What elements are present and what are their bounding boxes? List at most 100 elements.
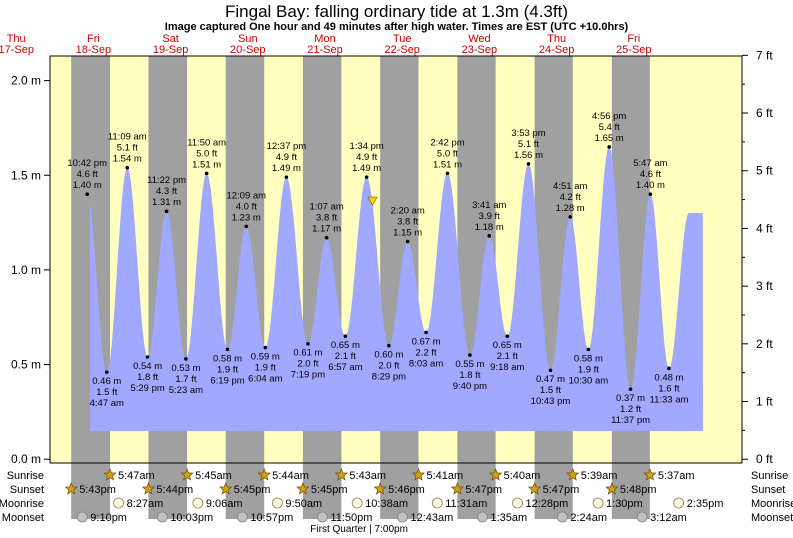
tide-height-ft: 1.7 ft bbox=[175, 374, 196, 385]
tide-fill bbox=[90, 147, 703, 431]
day-label-date: 21-Sep bbox=[307, 44, 342, 56]
y-left-tick-label: 0.0 m bbox=[11, 452, 41, 466]
sunset-time: 5:47pm bbox=[543, 484, 580, 496]
tide-height-ft: 1.2 ft bbox=[620, 404, 641, 415]
moonset-icon bbox=[317, 511, 328, 523]
tide-time: 3:53 pm bbox=[511, 128, 545, 139]
tide-height-ft: 4.0 ft bbox=[236, 201, 257, 212]
tide-time: 8:03 am bbox=[409, 358, 443, 369]
y-right-tick-label: 7 ft bbox=[756, 48, 773, 62]
tide-height-m: 0.37 m bbox=[616, 393, 645, 404]
tide-point bbox=[387, 343, 391, 348]
tide-height-ft: 1.9 ft bbox=[217, 364, 238, 375]
tide-time: 4:56 pm bbox=[592, 111, 626, 122]
tide-time: 12:37 pm bbox=[267, 141, 307, 152]
moonrise-time: 2:35pm bbox=[687, 498, 724, 510]
tide-point bbox=[225, 347, 230, 352]
tide-point bbox=[548, 368, 553, 373]
sun-star-icon bbox=[643, 468, 657, 481]
moonset-icon bbox=[237, 511, 248, 523]
astro-row-label-right: Moonrise bbox=[751, 498, 793, 510]
sun-star-icon bbox=[605, 482, 619, 495]
moonset-time: 9:10pm bbox=[90, 512, 127, 524]
sun-star-icon bbox=[334, 468, 349, 481]
day-label-date: 23-Sep bbox=[462, 44, 497, 56]
day-label-weekday: Fri bbox=[87, 33, 100, 45]
sunset-time: 5:45pm bbox=[311, 484, 348, 496]
tide-point bbox=[364, 175, 369, 179]
tide-height-m: 1.15 m bbox=[393, 228, 422, 239]
moonset-time: 10:57pm bbox=[250, 512, 293, 524]
tide-height-m: 1.40 m bbox=[636, 180, 665, 191]
sun-star-icon bbox=[450, 482, 465, 495]
tide-height-m: 1.51 m bbox=[433, 159, 462, 170]
tide-height-m: 0.46 m bbox=[92, 376, 121, 387]
sun-star-icon bbox=[373, 482, 387, 495]
moonrise-icon bbox=[113, 497, 124, 509]
astro-row-label-left: Sunset bbox=[10, 484, 44, 496]
tide-height-m: 0.65 m bbox=[493, 340, 522, 351]
tide-height-ft: 2.0 ft bbox=[378, 361, 399, 372]
tide-height-m: 0.47 m bbox=[536, 374, 565, 385]
tide-time: 8:29 pm bbox=[372, 372, 406, 383]
tide-time: 10:30 am bbox=[569, 375, 609, 386]
tide-height-ft: 4.2 ft bbox=[560, 192, 581, 203]
tide-height-m: 0.59 m bbox=[251, 352, 280, 363]
day-label-weekday: Mon bbox=[314, 33, 335, 45]
tide-time: 3:41 am bbox=[472, 200, 506, 211]
tide-time: 4:51 am bbox=[553, 181, 587, 192]
tide-height-ft: 4.3 ft bbox=[156, 186, 177, 197]
tide-point bbox=[526, 162, 531, 166]
y-left-tick-label: 2.0 m bbox=[11, 74, 41, 88]
tide-point bbox=[505, 334, 510, 338]
tide-point bbox=[628, 387, 633, 391]
tide-point bbox=[104, 370, 109, 374]
astro-row-label-left: Moonrise bbox=[0, 498, 44, 510]
tide-time: 1:07 am bbox=[309, 202, 343, 213]
sunset-time: 5:45pm bbox=[234, 484, 271, 496]
sun-star-icon bbox=[257, 468, 271, 481]
moonset-time: 2:24am bbox=[570, 512, 607, 524]
tide-height-m: 1.23 m bbox=[232, 212, 261, 223]
y-left-tick-label: 0.5 m bbox=[11, 358, 41, 372]
tide-point bbox=[85, 192, 90, 196]
tide-time: 6:57 am bbox=[328, 362, 362, 373]
moonrise-time: 8:27am bbox=[127, 498, 164, 510]
tide-height-m: 0.58 m bbox=[574, 353, 603, 364]
day-label-date: 24-Sep bbox=[539, 44, 574, 56]
tide-time: 9:40 pm bbox=[453, 381, 487, 392]
tide-point bbox=[306, 341, 310, 346]
tide-height-ft: 2.2 ft bbox=[416, 347, 437, 358]
tide-height-m: 0.54 m bbox=[133, 361, 162, 372]
sunrise-time: 5:41am bbox=[426, 470, 463, 482]
tide-time: 2:20 am bbox=[391, 206, 425, 217]
sun-star-icon bbox=[141, 482, 156, 495]
day-label-date: 25-Sep bbox=[616, 44, 651, 56]
tide-height-m: 0.65 m bbox=[331, 340, 360, 351]
y-right-tick-label: 4 ft bbox=[756, 221, 773, 235]
tide-height-ft: 1.9 ft bbox=[255, 363, 276, 374]
tide-height-m: 1.40 m bbox=[73, 180, 102, 191]
sun-star-icon bbox=[180, 468, 194, 481]
day-label-weekday: Sat bbox=[162, 33, 179, 45]
tide-height-m: 1.31 m bbox=[152, 197, 181, 208]
moonrise-icon bbox=[431, 497, 443, 509]
day-label-date: 22-Sep bbox=[384, 44, 419, 56]
tide-point bbox=[204, 171, 209, 176]
chart-title: Fingal Bay: falling ordinary tide at 1.3… bbox=[225, 2, 568, 21]
moonrise-time: 1:30pm bbox=[606, 498, 643, 510]
tide-height-m: 0.61 m bbox=[293, 348, 322, 359]
moonset-icon bbox=[636, 511, 648, 523]
tide-time: 1:34 pm bbox=[349, 141, 383, 152]
tide-point bbox=[648, 192, 653, 196]
sun-star-icon bbox=[219, 482, 233, 495]
tide-height-m: 1.18 m bbox=[475, 222, 504, 233]
moonset-time: 3:12am bbox=[650, 512, 687, 524]
moonset-icon bbox=[156, 511, 168, 523]
tide-height-ft: 3.9 ft bbox=[479, 211, 500, 222]
y-right-tick-label: 1 ft bbox=[756, 395, 773, 409]
moonset-time: 10:03pm bbox=[170, 512, 213, 524]
astro-row-label-left: Moonset bbox=[2, 512, 44, 524]
tide-time: 12:09 am bbox=[226, 190, 266, 201]
